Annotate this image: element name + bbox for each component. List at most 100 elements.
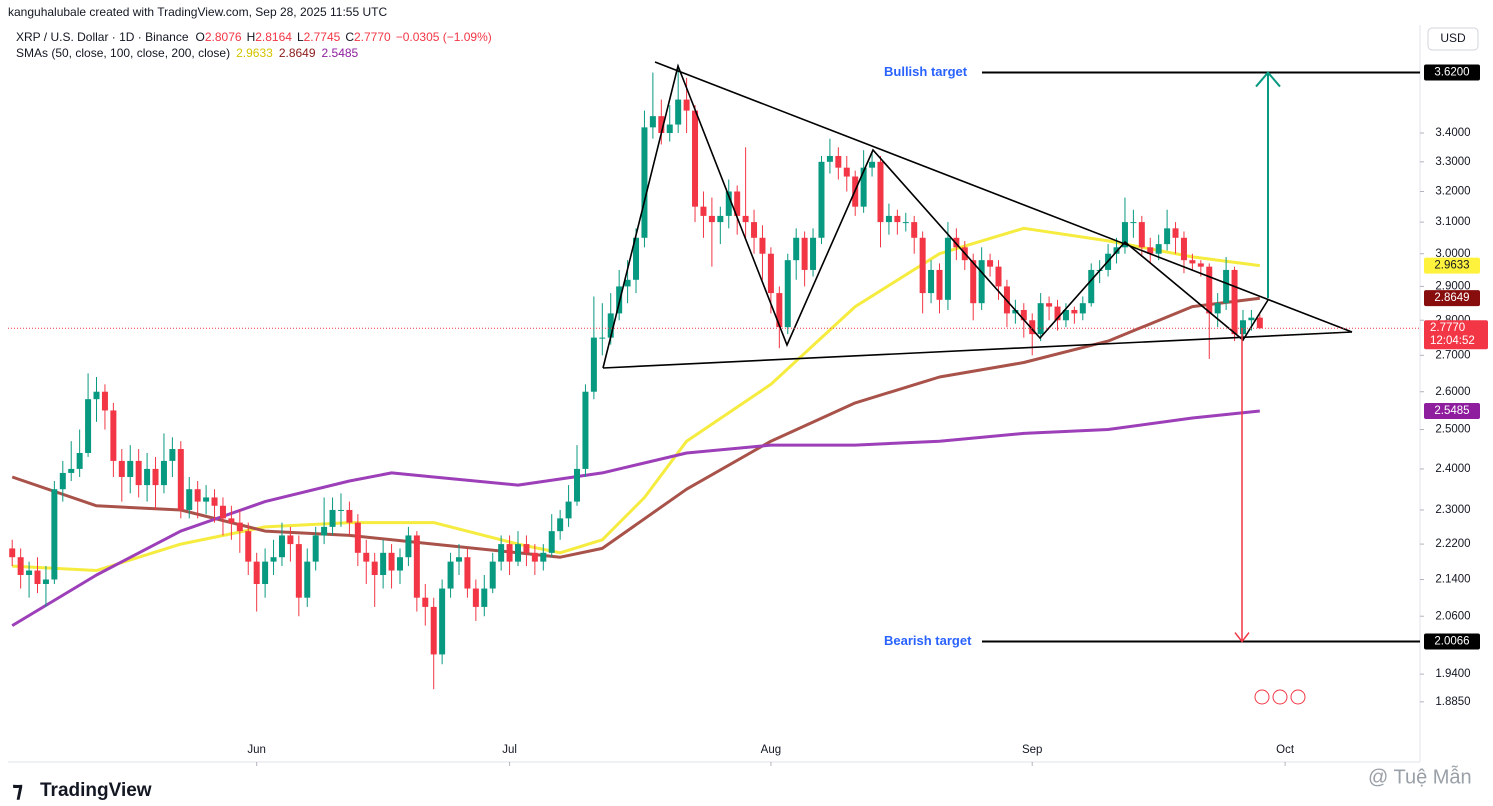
- y-tick-label: 3.2000: [1435, 186, 1470, 198]
- candle-body: [826, 155, 833, 162]
- candle-body: [34, 570, 41, 585]
- candle-body: [101, 391, 108, 411]
- sma-line: [12, 226, 1260, 572]
- candle-body: [481, 588, 488, 607]
- candle-body: [928, 269, 935, 294]
- candle-body: [759, 237, 766, 254]
- candle-body: [902, 222, 909, 224]
- lower-trendline: [602, 331, 1353, 369]
- y-tick-label: 1.9400: [1435, 668, 1470, 680]
- candle-body: [329, 509, 336, 527]
- candle-body: [337, 509, 344, 511]
- candle-body: [944, 237, 951, 300]
- candle-body: [127, 460, 134, 477]
- candle-body: [658, 116, 665, 134]
- candle-body: [987, 260, 994, 267]
- candle-body: [784, 260, 791, 328]
- candle-body: [371, 561, 378, 575]
- candle-body: [1071, 309, 1078, 314]
- candle-body: [219, 505, 226, 519]
- candle-body: [978, 260, 985, 304]
- candle-body: [321, 526, 328, 536]
- candle-body: [160, 460, 167, 486]
- candle-body: [1180, 237, 1187, 261]
- candle-body: [472, 588, 479, 607]
- y-tick-label: 3.4000: [1435, 127, 1470, 139]
- candle-body: [1138, 222, 1145, 248]
- icon: [1290, 689, 1306, 705]
- candle-body: [835, 155, 842, 168]
- candle-body: [953, 237, 960, 248]
- candle-body: [388, 552, 395, 571]
- candle-body: [818, 161, 825, 238]
- y-tick-label: 2.1400: [1435, 574, 1470, 586]
- indicator-label: SMAs (50, close, 100, close, 200, close): [16, 46, 230, 60]
- candle-body: [843, 167, 850, 177]
- candle-body: [633, 237, 640, 280]
- target-tag: [1424, 633, 1480, 650]
- sma-tag-label: 2.9633: [1434, 260, 1469, 272]
- candle-body: [590, 337, 597, 392]
- ohlc-letter: H: [247, 30, 256, 44]
- candle-body: [582, 391, 589, 469]
- candle-body: [1020, 309, 1027, 321]
- candle-body: [110, 410, 117, 461]
- candle-body: [1046, 303, 1053, 307]
- sma-tag-label: 2.8649: [1434, 292, 1469, 304]
- candle-body: [26, 570, 33, 575]
- ohlc-letter: O: [196, 30, 205, 44]
- candle-body: [1206, 266, 1213, 314]
- candle-body: [1130, 222, 1137, 224]
- candle-body: [270, 557, 277, 562]
- candle-body: [1231, 269, 1238, 335]
- icon: [1272, 689, 1288, 705]
- candle-body: [1037, 303, 1044, 335]
- icon: [1254, 689, 1270, 705]
- y-tick-label: 2.0600: [1435, 610, 1470, 622]
- ohlc-value: 2.7770: [354, 30, 391, 44]
- symbol-title: XRP / U.S. Dollar · 1D · Binance: [16, 30, 189, 44]
- candle-body: [565, 501, 572, 519]
- candle-body: [877, 161, 884, 223]
- candle-body: [557, 518, 564, 532]
- y-tick-label: 3.0000: [1435, 248, 1470, 260]
- candle-body: [144, 468, 151, 486]
- target-tag-label: 3.6200: [1434, 67, 1469, 79]
- ohlc-letter: L: [297, 30, 304, 44]
- candle-body: [42, 579, 49, 585]
- candle-body: [152, 468, 159, 486]
- candle-body: [1079, 303, 1086, 314]
- candle-body: [1029, 320, 1036, 335]
- candle-body: [295, 544, 302, 598]
- candle-body: [515, 544, 522, 562]
- candle-body: [683, 99, 690, 111]
- candle-body: [118, 460, 125, 477]
- candle-body: [245, 531, 252, 562]
- candle-body: [194, 489, 201, 502]
- ohlc-value: 2.7745: [304, 30, 341, 44]
- candle-body: [1239, 320, 1246, 335]
- change: −0.0305 (−1.09%): [396, 30, 492, 44]
- candle-body: [1214, 303, 1221, 314]
- candle-body: [1189, 260, 1196, 264]
- candle-body: [228, 518, 235, 523]
- candle-body: [447, 561, 454, 589]
- candle-body: [641, 127, 648, 238]
- candle-body: [304, 561, 311, 598]
- candle-body: [262, 561, 269, 585]
- candle-body: [312, 535, 319, 562]
- x-tick-label: Jul: [502, 744, 517, 756]
- candle-body: [885, 215, 892, 223]
- candle-body: [186, 489, 193, 510]
- x-tick-label: Jun: [247, 744, 266, 756]
- y-tick-label: 2.4000: [1435, 463, 1470, 475]
- candle-body: [970, 260, 977, 304]
- candle-body: [742, 215, 749, 223]
- bullish-arrowhead: [1255, 71, 1281, 88]
- candle-body: [708, 215, 715, 223]
- currency-box[interactable]: [1427, 27, 1479, 51]
- candle-body: [810, 237, 817, 270]
- candle-body: [169, 449, 176, 461]
- y-tick-label: 3.3000: [1435, 156, 1470, 168]
- upper-trendline: [654, 61, 1353, 333]
